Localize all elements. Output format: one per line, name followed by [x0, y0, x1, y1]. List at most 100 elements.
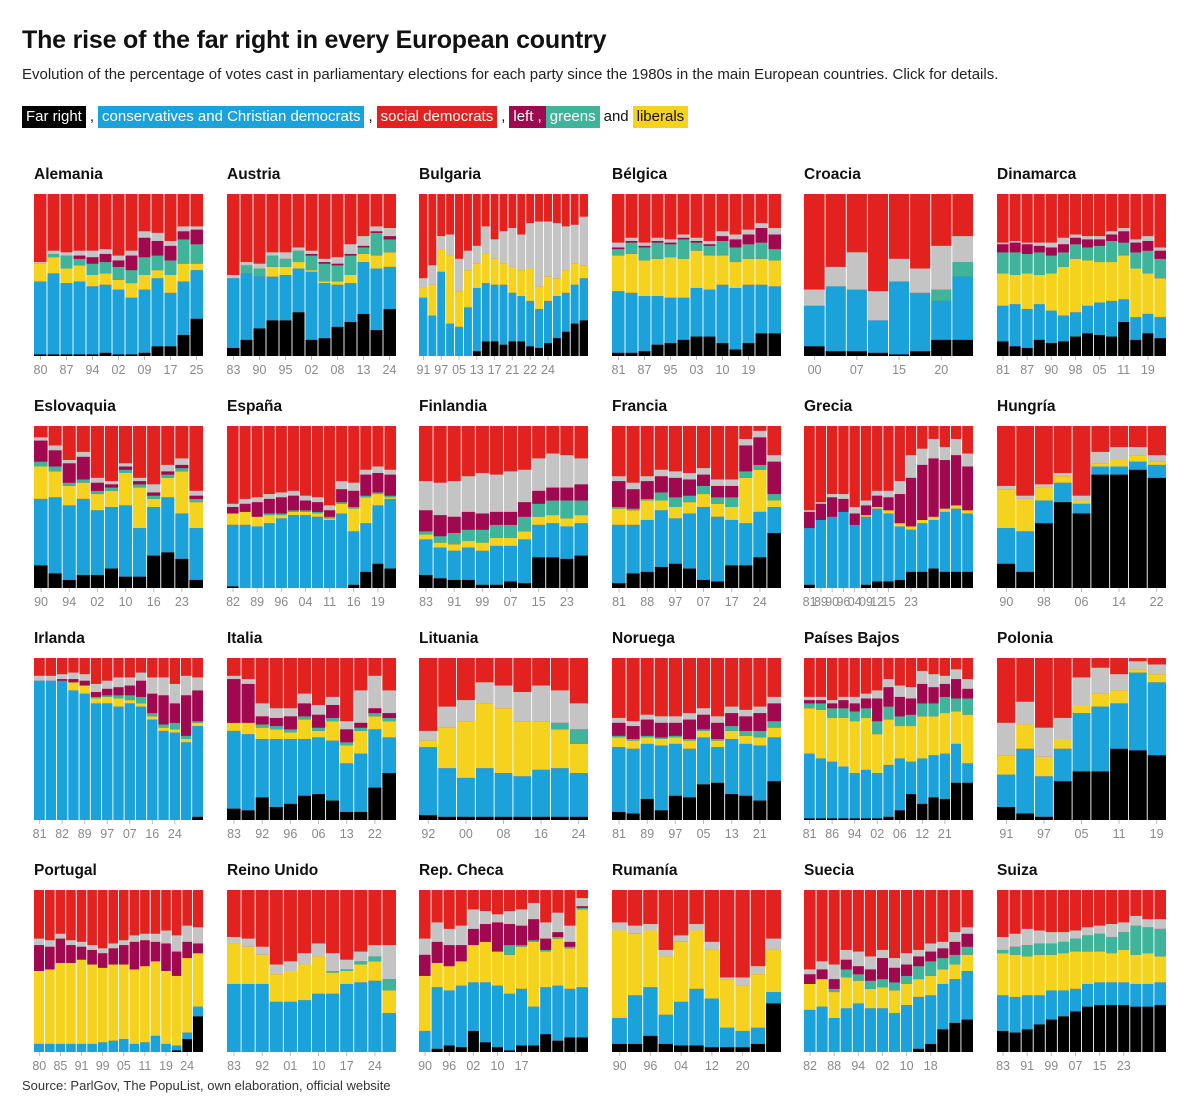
bar-segment-conservatives[interactable] — [118, 1039, 130, 1052]
bar-segment-other[interactable] — [164, 240, 177, 246]
bar-segment-other[interactable] — [1129, 239, 1142, 243]
bar-segment-left[interactable] — [515, 925, 528, 946]
bar-segment-conservatives[interactable] — [253, 276, 266, 329]
bar-segment-liberals[interactable] — [642, 930, 659, 988]
bar-segment-conservatives[interactable] — [612, 747, 627, 812]
bar-segment-other[interactable] — [894, 685, 906, 697]
bar-segment-liberals[interactable] — [939, 508, 951, 512]
bar-segment-left[interactable] — [539, 938, 552, 950]
bar-segment-other[interactable] — [1129, 915, 1142, 926]
bar-segment-other[interactable] — [997, 936, 1010, 950]
bar-segment-liberals[interactable] — [118, 472, 133, 506]
bar-segment-other[interactable] — [481, 226, 491, 254]
bar-segment-far-right[interactable] — [882, 816, 895, 820]
bar-segment-far-right[interactable] — [1053, 502, 1073, 588]
bar-segment-liberals[interactable] — [960, 954, 973, 971]
bar-segment-conservatives[interactable] — [642, 987, 659, 1036]
bar-segment-liberals[interactable] — [950, 505, 962, 509]
bar-segment-other[interactable] — [1057, 237, 1070, 245]
bar-segment-conservatives[interactable] — [612, 1017, 628, 1044]
bar-segment-conservatives[interactable] — [124, 703, 136, 820]
bar-segment-liberals[interactable] — [241, 722, 256, 735]
bar-segment-greens[interactable] — [837, 708, 850, 718]
bar-segment-conservatives[interactable] — [654, 745, 669, 811]
chart-finlandia[interactable]: 83 91 99 07 15 23 — [419, 426, 588, 609]
bar-segment-other[interactable] — [494, 685, 513, 709]
bar-segment-other[interactable] — [525, 223, 535, 269]
bar-segment-liberals[interactable] — [335, 503, 348, 514]
bar-segment-liberals[interactable] — [311, 513, 324, 517]
bar-segment-conservatives[interactable] — [455, 985, 468, 1048]
bar-segment-conservatives[interactable] — [132, 528, 147, 577]
bar-segment-far-right[interactable] — [871, 818, 883, 820]
bar-segment-far-right[interactable] — [507, 341, 517, 356]
bar-segment-left[interactable] — [239, 503, 252, 512]
bar-segment-conservatives[interactable] — [905, 761, 917, 795]
bar-segment-left[interactable] — [146, 492, 161, 496]
bar-segment-liberals[interactable] — [419, 740, 438, 748]
bar-segment-left[interactable] — [90, 692, 102, 697]
bar-segment-other[interactable] — [612, 717, 627, 723]
bar-segment-other[interactable] — [370, 226, 383, 232]
bar-segment-far-right[interactable] — [909, 351, 931, 356]
bar-segment-other[interactable] — [724, 479, 739, 486]
bar-segment-greens[interactable] — [677, 239, 690, 259]
bar-segment-conservatives[interactable] — [612, 524, 627, 584]
bar-segment-liberals[interactable] — [927, 516, 940, 520]
bar-segment-conservatives[interactable] — [456, 777, 476, 817]
bar-segment-conservatives[interactable] — [79, 693, 91, 820]
bar-segment-greens[interactable] — [275, 513, 288, 516]
bar-segment-other[interactable] — [67, 672, 80, 680]
bar-segment-far-right[interactable] — [638, 351, 651, 356]
bar-segment-liberals[interactable] — [150, 961, 161, 1036]
bar-segment-liberals[interactable] — [1093, 951, 1106, 983]
bar-segment-left[interactable] — [323, 510, 336, 517]
bar-segment-greens[interactable] — [1093, 933, 1106, 952]
bar-segment-other[interactable] — [181, 925, 193, 942]
bar-segment-conservatives[interactable] — [1069, 312, 1082, 337]
bar-segment-liberals[interactable] — [755, 258, 768, 285]
bar-segment-liberals[interactable] — [65, 962, 77, 1044]
bar-segment-other[interactable] — [335, 481, 348, 490]
bar-segment-greens[interactable] — [188, 498, 203, 503]
bar-segment-conservatives[interactable] — [912, 996, 925, 1049]
bar-segment-left[interactable] — [894, 696, 906, 717]
bar-segment-liberals[interactable] — [1117, 949, 1130, 983]
bar-segment-liberals[interactable] — [1109, 690, 1129, 704]
bar-segment-liberals[interactable] — [118, 964, 130, 1040]
bar-segment-far-right[interactable] — [381, 773, 396, 820]
bar-segment-left[interactable] — [160, 471, 175, 475]
bar-segment-liberals[interactable] — [1053, 739, 1073, 749]
bar-segment-liberals[interactable] — [381, 990, 396, 1014]
bar-segment-liberals[interactable] — [668, 507, 683, 519]
bar-segment-liberals[interactable] — [359, 497, 372, 524]
bar-segment-far-right[interactable] — [682, 568, 697, 588]
bar-segment-greens[interactable] — [347, 507, 360, 509]
bar-segment-left[interactable] — [724, 485, 739, 498]
bar-segment-other[interactable] — [499, 231, 508, 264]
bar-segment-other[interactable] — [664, 239, 677, 243]
bar-segment-far-right[interactable] — [640, 798, 655, 820]
bar-segment-far-right[interactable] — [1090, 771, 1110, 820]
bar-segment-far-right[interactable] — [668, 563, 683, 588]
bar-segment-liberals[interactable] — [654, 739, 669, 746]
bar-segment-far-right[interactable] — [269, 807, 284, 820]
bar-segment-conservatives[interactable] — [174, 513, 189, 559]
bar-segment-greens[interactable] — [1105, 240, 1118, 263]
bar-segment-far-right[interactable] — [443, 1045, 456, 1052]
bar-segment-far-right[interactable] — [1141, 333, 1154, 356]
bar-segment-greens[interactable] — [563, 946, 576, 949]
bar-segment-greens[interactable] — [447, 532, 462, 545]
bar-segment-conservatives[interactable] — [579, 278, 588, 321]
bar-segment-other[interactable] — [696, 468, 711, 475]
bar-segment-left[interactable] — [381, 713, 396, 718]
bar-segment-left[interactable] — [479, 924, 492, 942]
bar-segment-left[interactable] — [752, 437, 767, 465]
bar-segment-liberals[interactable] — [255, 727, 270, 739]
bar-segment-greens[interactable] — [638, 247, 651, 261]
bar-segment-far-right[interactable] — [531, 816, 551, 820]
bar-segment-far-right[interactable] — [703, 336, 716, 356]
bar-segment-liberals[interactable] — [710, 740, 725, 748]
bar-segment-conservatives[interactable] — [55, 1043, 66, 1052]
bar-segment-other[interactable] — [1033, 242, 1046, 246]
